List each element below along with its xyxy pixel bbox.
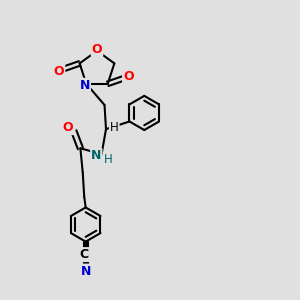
Text: O: O [54, 64, 64, 77]
Text: N: N [80, 79, 90, 92]
Text: O: O [63, 121, 73, 134]
Text: N: N [80, 265, 91, 278]
Text: H: H [104, 153, 112, 166]
Text: O: O [92, 43, 102, 56]
Text: H: H [110, 121, 118, 134]
Text: O: O [123, 70, 134, 83]
Text: N: N [91, 149, 101, 162]
Text: C: C [80, 248, 89, 261]
